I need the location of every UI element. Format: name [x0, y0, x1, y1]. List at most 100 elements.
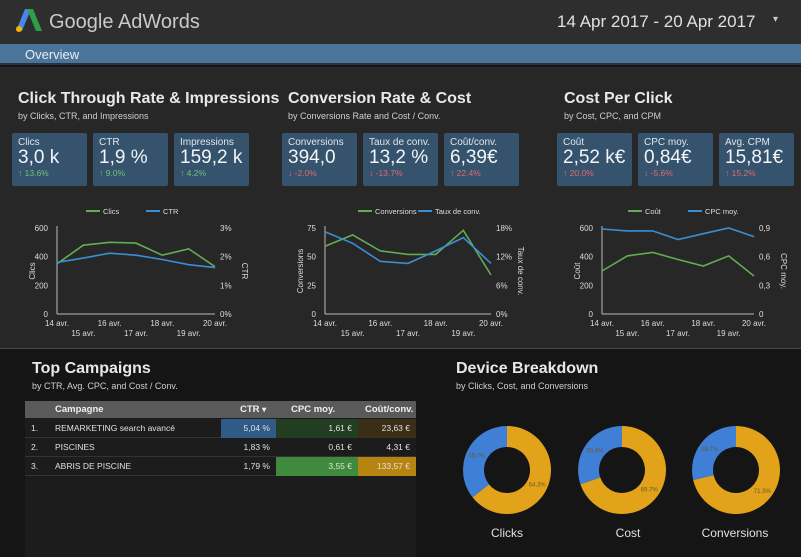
donut-chart-clicks: 35.7% 64.3% — [462, 425, 551, 514]
kpi-card-conversions[interactable]: Conversions 394,0 ↓ -2.0% — [282, 133, 357, 186]
table-row[interactable]: 2. PISCINES 1,83 % 0,61 € 4,31 € — [25, 438, 416, 457]
kpi-label: Coût/conv. — [450, 137, 498, 148]
donut-slice-label: 30.3% — [586, 449, 604, 455]
section-conversion-rate-cost: Conversion Rate & Cost by Conversions Ra… — [275, 67, 545, 349]
kpi-delta-value: 22.4% — [456, 168, 481, 178]
donut-label-conversions: Conversions — [701, 526, 769, 540]
kpi-delta-value: 13.6% — [24, 168, 49, 178]
kpi-value: 13,2 % — [369, 147, 429, 168]
campaign-name: REMARKETING search avancé — [55, 423, 175, 433]
ctr-value: 1,83 % — [243, 442, 270, 452]
kpi-card-impressions[interactable]: Impressions 159,2 k ↑ 4.2% — [174, 133, 249, 186]
donut-slice-label: 71.3% — [754, 489, 772, 495]
section-subtitle: by Conversions Rate and Cost / Conv. — [288, 111, 441, 121]
kpi-delta: ↓ -5.6% — [644, 168, 673, 178]
kpi-delta-value: 20.0% — [569, 168, 594, 178]
section-subtitle: by Cost, CPC, and CPM — [564, 111, 662, 121]
date-range-picker[interactable]: 14 Apr 2017 - 20 Apr 2017 — [557, 12, 756, 31]
kpi-label: Impressions — [180, 137, 234, 148]
donut-slice-label: 64.3% — [529, 483, 547, 489]
section-subtitle: by Clicks, CTR, and Impressions — [18, 111, 149, 121]
donut-slice-label: 69.7% — [641, 487, 659, 493]
tab-overview[interactable]: Overview — [25, 47, 80, 62]
kpi-card-cpc-moy[interactable]: CPC moy. 0,84€ ↓ -5.6% — [638, 133, 713, 186]
cost-conv-value: 133,57 € — [358, 457, 416, 476]
kpi-delta-value: -2.0% — [294, 168, 317, 178]
chevron-down-icon[interactable]: ▾ — [773, 14, 779, 25]
kpi-delta-value: 9.0% — [105, 168, 125, 178]
kpi-card-taux-de-conv[interactable]: Taux de conv. 13,2 % ↓ -13.7% — [363, 133, 438, 186]
donut-slice-desktop — [580, 426, 666, 514]
row-rank: 2. — [31, 442, 39, 452]
section-title: Conversion Rate & Cost — [288, 90, 472, 107]
kpi-label: Clics — [18, 137, 40, 148]
donut-chart-cost: 30.3% 69.7% — [578, 426, 666, 514]
donut-label-clicks: Clicks — [491, 526, 523, 540]
section-cost-per-click: Cost Per Click by Cost, CPC, and CPM Coû… — [545, 67, 801, 349]
kpi-delta-value: -5.6% — [650, 168, 673, 178]
kpi-label: CPC moy. — [644, 137, 689, 148]
donut-label-cost: Cost — [615, 526, 641, 540]
cost-conv-value: 4,31 € — [386, 442, 410, 452]
table-row[interactable]: 1. REMARKETING search avancé 5,04 % 1,61 €2… — [25, 419, 416, 438]
kpi-delta: ↑ 20.0% — [563, 168, 594, 178]
section-title: Cost Per Click — [564, 90, 673, 107]
kpi-delta: ↑ 13.6% — [18, 168, 49, 178]
kpi-delta: ↑ 22.4% — [450, 168, 481, 178]
kpi-card-cout[interactable]: Coût 2,52 k€ ↑ 20.0% — [557, 133, 632, 186]
cost-conv-value: 23,63 € — [358, 419, 416, 438]
kpi-label: CTR — [99, 137, 120, 148]
kpi-delta-value: -13.7% — [375, 168, 403, 178]
donut-chart-conversions: 28.7% 71.3% — [692, 426, 781, 514]
donut-slice-label: 28.7% — [701, 447, 719, 453]
kpi-value: 394,0 — [288, 147, 336, 168]
campaign-name: PISCINES — [55, 442, 95, 452]
donut-slice-desktop — [472, 426, 551, 514]
nav-bar: Overview — [0, 44, 801, 65]
table-row[interactable]: 3. ABRIS DE PISCINE 1,79 % 3,55 €133,57 € — [25, 457, 416, 476]
column-header-campagne[interactable]: Campagne — [55, 404, 104, 415]
kpi-value: 159,2 k — [180, 147, 243, 168]
kpi-delta-value: 4.2% — [186, 168, 206, 178]
donut-slice-label: 35.7% — [468, 453, 486, 459]
section-ctr-impressions: Click Through Rate & Impressions by Clic… — [0, 67, 279, 349]
column-header-ctr-label: CTR — [240, 404, 260, 415]
kpi-label: Coût — [563, 137, 585, 148]
kpi-panel: Click Through Rate & Impressions by Clic… — [0, 67, 801, 349]
kpi-value: 1,9 % — [99, 147, 148, 168]
kpi-value: 3,0 k — [18, 147, 60, 168]
sort-desc-icon: ▾ — [262, 405, 267, 414]
donut-slice-mobile — [462, 425, 507, 498]
section-divider — [0, 348, 801, 349]
kpi-delta: ↓ -2.0% — [288, 168, 317, 178]
column-header-cpc[interactable]: CPC moy. — [291, 404, 336, 415]
device-breakdown-subtitle: by Clicks, Cost, and Conversions — [456, 381, 589, 391]
ctr-value: 1,79 % — [243, 461, 270, 471]
kpi-card-ctr[interactable]: CTR 1,9 % ↑ 9.0% — [93, 133, 168, 186]
kpi-card-cout-conv[interactable]: Coût/conv. 6,39€ ↑ 22.4% — [444, 133, 519, 186]
column-header-cost-conv[interactable]: Coût/conv. — [365, 404, 414, 415]
kpi-delta-value: 15.2% — [731, 168, 756, 178]
adwords-logo-icon — [16, 9, 42, 32]
kpi-value: 15,81€ — [725, 147, 784, 168]
cpc-value: 1,61 € — [276, 419, 358, 438]
table-header: Campagne CTR ▾ CPC moy. Coût/conv. — [25, 401, 416, 418]
column-header-ctr[interactable]: CTR ▾ — [240, 404, 266, 415]
kpi-card-clics[interactable]: Clics 3,0 k ↑ 13.6% — [12, 133, 87, 186]
kpi-label: Conversions — [288, 137, 344, 148]
row-rank: 3. — [31, 461, 39, 471]
kpi-delta: ↑ 15.2% — [725, 168, 756, 178]
device-breakdown-title: Device Breakdown — [456, 360, 599, 377]
kpi-delta: ↓ -13.7% — [369, 168, 403, 178]
kpi-label: Avg. CPM — [725, 137, 770, 148]
donut-slice-mobile — [578, 426, 622, 485]
ctr-value: 5,04 % — [221, 419, 276, 438]
kpi-label: Taux de conv. — [369, 137, 430, 148]
top-campaigns-title: Top Campaigns — [32, 360, 151, 377]
donut-slice-desktop — [693, 426, 781, 514]
app-title: Google AdWords — [49, 11, 200, 33]
top-campaigns-subtitle: by CTR, Avg. CPC, and Cost / Conv. — [32, 381, 178, 391]
donut-slice-mobile — [692, 426, 736, 481]
top-bar: Google AdWords 14 Apr 2017 - 20 Apr 2017… — [0, 0, 801, 44]
kpi-card-avg-cpm[interactable]: Avg. CPM 15,81€ ↑ 15.2% — [719, 133, 794, 186]
